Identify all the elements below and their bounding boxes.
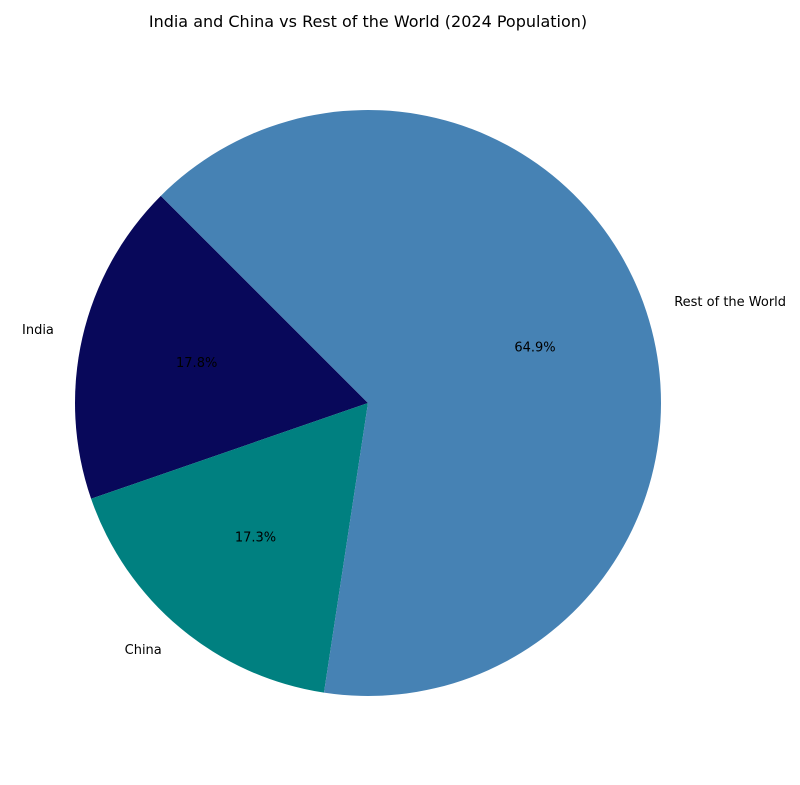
percent-label-india: 17.8% [176,356,217,371]
slice-label-india: India [22,323,54,338]
percent-label-china: 17.3% [235,531,276,546]
percent-label-rest-of-the-world: 64.9% [514,341,555,356]
chart-title: India and China vs Rest of the World (20… [149,12,587,31]
pie-slice-china [91,403,368,693]
slice-label-rest-of-the-world: Rest of the World [674,295,786,310]
pie-slice-india [75,195,369,499]
pie-slice-rest-of-the-world [160,109,662,697]
pie-slices [75,109,662,697]
slice-label-china: China [125,643,162,658]
pie-labels: India 17.8% China 17.3% Rest of the World 64.… [22,295,786,658]
